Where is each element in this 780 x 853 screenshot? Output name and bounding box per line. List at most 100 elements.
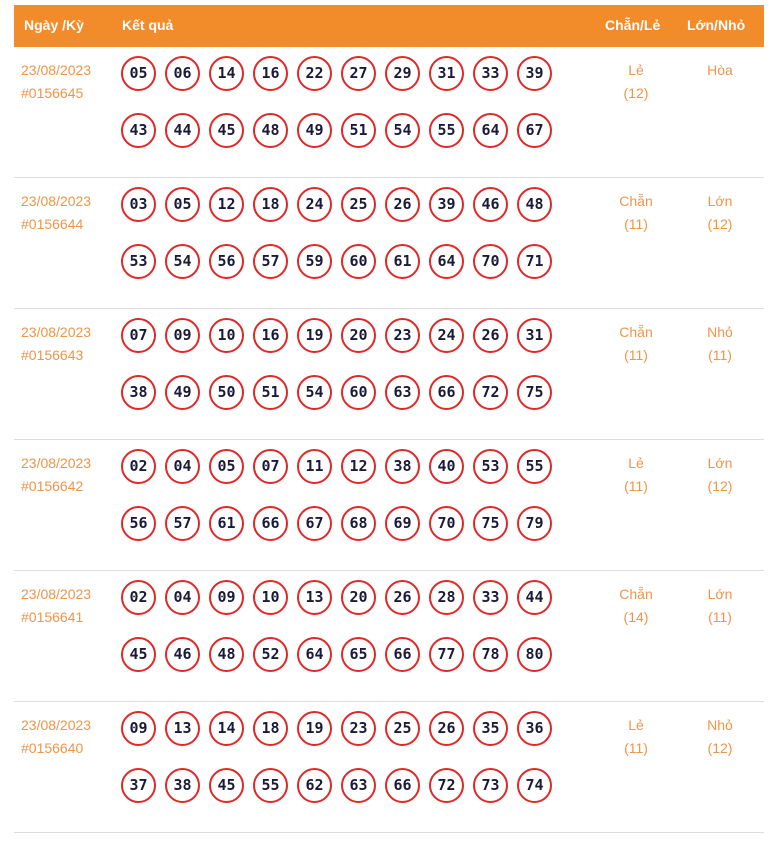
size-count: (12) — [707, 216, 733, 232]
number-ball: 55 — [517, 449, 552, 484]
number-ball: 63 — [385, 375, 420, 410]
parity-cell: Chẵn (11) — [596, 190, 676, 236]
number-ball: 80 — [517, 637, 552, 672]
parity-label: Chẵn — [619, 193, 653, 209]
number-ball: 66 — [385, 768, 420, 803]
number-ball: 19 — [297, 318, 332, 353]
draw-id: #0156640 — [21, 740, 84, 756]
parity-count: (11) — [624, 478, 648, 494]
number-ball: 57 — [253, 244, 288, 279]
result-numbers: 07 09 10 16 19 20 23 24 26 31 38 49 50 51 54 60 63 66 72 75 — [121, 318, 561, 432]
number-ball: 71 — [517, 244, 552, 279]
number-ball: 66 — [385, 637, 420, 672]
number-ball: 22 — [297, 56, 332, 91]
parity-count: (11) — [624, 216, 648, 232]
number-ball: 04 — [165, 449, 200, 484]
number-ball: 38 — [385, 449, 420, 484]
parity-label: Lẻ — [628, 717, 644, 733]
number-ball: 51 — [253, 375, 288, 410]
number-ball: 49 — [297, 113, 332, 148]
header-result: Kết quả — [122, 17, 174, 33]
number-ball: 13 — [165, 711, 200, 746]
number-ball: 26 — [385, 187, 420, 222]
number-ball: 13 — [297, 580, 332, 615]
number-ball: 48 — [517, 187, 552, 222]
draw-date: 23/08/2023 — [21, 586, 92, 602]
number-ball: 39 — [429, 187, 464, 222]
number-ball: 56 — [209, 244, 244, 279]
results-table: Ngày /Kỳ Kết quả Chẵn/Lẻ Lớn/Nhỏ 23/08/2… — [14, 5, 764, 833]
number-ball: 05 — [121, 56, 156, 91]
number-ball: 14 — [209, 711, 244, 746]
number-ball: 40 — [429, 449, 464, 484]
number-ball: 53 — [473, 449, 508, 484]
number-ball: 45 — [121, 637, 156, 672]
size-label: Nhỏ — [707, 717, 733, 733]
result-numbers: 05 06 14 16 22 27 29 31 33 39 43 44 45 48 49 51 54 55 64 67 — [121, 56, 561, 170]
number-ball: 44 — [165, 113, 200, 148]
number-ball: 61 — [385, 244, 420, 279]
header-parity: Chẵn/Lẻ — [605, 17, 661, 33]
number-ball: 72 — [429, 768, 464, 803]
draw-id: #0156642 — [21, 478, 84, 494]
number-ball: 02 — [121, 449, 156, 484]
number-ball: 33 — [473, 56, 508, 91]
size-cell: Lớn (11) — [680, 583, 760, 629]
number-ball: 52 — [253, 637, 288, 672]
number-ball: 26 — [473, 318, 508, 353]
number-ball: 64 — [473, 113, 508, 148]
parity-count: (11) — [624, 347, 648, 363]
number-ball: 18 — [253, 711, 288, 746]
number-ball: 43 — [121, 113, 156, 148]
number-ball: 23 — [385, 318, 420, 353]
size-label: Lớn — [707, 455, 733, 471]
number-ball: 55 — [429, 113, 464, 148]
size-cell: Nhỏ (12) — [680, 714, 760, 760]
draw-info: 23/08/2023 #0156643 — [21, 321, 91, 367]
number-ball: 54 — [165, 244, 200, 279]
number-ball: 31 — [429, 56, 464, 91]
result-numbers: 02 04 05 07 11 12 38 40 53 55 56 57 61 66 67 68 69 70 75 79 — [121, 449, 561, 563]
parity-label: Lẻ — [628, 62, 644, 78]
number-ball: 54 — [385, 113, 420, 148]
size-cell: Hòa — [680, 59, 760, 82]
number-ball: 61 — [209, 506, 244, 541]
number-ball: 60 — [341, 244, 376, 279]
draw-date: 23/08/2023 — [21, 193, 92, 209]
table-row: 23/08/2023 #0156643 07 09 10 16 19 20 23 24 26 31… — [14, 309, 764, 440]
number-ball: 09 — [121, 711, 156, 746]
number-ball: 72 — [473, 375, 508, 410]
number-ball: 24 — [297, 187, 332, 222]
size-label: Hòa — [707, 62, 733, 78]
number-ball: 78 — [473, 637, 508, 672]
number-ball: 75 — [517, 375, 552, 410]
number-ball: 62 — [297, 768, 332, 803]
number-ball: 70 — [473, 244, 508, 279]
parity-label: Chẵn — [619, 324, 653, 340]
header-size: Lớn/Nhỏ — [687, 17, 746, 33]
number-ball: 20 — [341, 318, 376, 353]
draw-info: 23/08/2023 #0156642 — [21, 452, 91, 498]
number-ball: 05 — [165, 187, 200, 222]
number-ball: 38 — [121, 375, 156, 410]
size-count: (11) — [708, 347, 732, 363]
number-ball: 12 — [341, 449, 376, 484]
number-ball: 70 — [429, 506, 464, 541]
number-ball: 09 — [165, 318, 200, 353]
number-ball: 02 — [121, 580, 156, 615]
number-ball: 49 — [165, 375, 200, 410]
number-ball: 46 — [473, 187, 508, 222]
draw-id: #0156641 — [21, 609, 84, 625]
number-ball: 11 — [297, 449, 332, 484]
parity-cell: Chẵn (14) — [596, 583, 676, 629]
number-ball: 39 — [517, 56, 552, 91]
number-ball: 24 — [429, 318, 464, 353]
number-ball: 60 — [341, 375, 376, 410]
draw-date: 23/08/2023 — [21, 717, 92, 733]
draw-id: #0156645 — [21, 85, 84, 101]
number-ball: 03 — [121, 187, 156, 222]
table-row: 23/08/2023 #0156642 02 04 05 07 11 12 38 40 53 55… — [14, 440, 764, 571]
number-ball: 69 — [385, 506, 420, 541]
number-ball: 14 — [209, 56, 244, 91]
parity-count: (11) — [624, 740, 648, 756]
